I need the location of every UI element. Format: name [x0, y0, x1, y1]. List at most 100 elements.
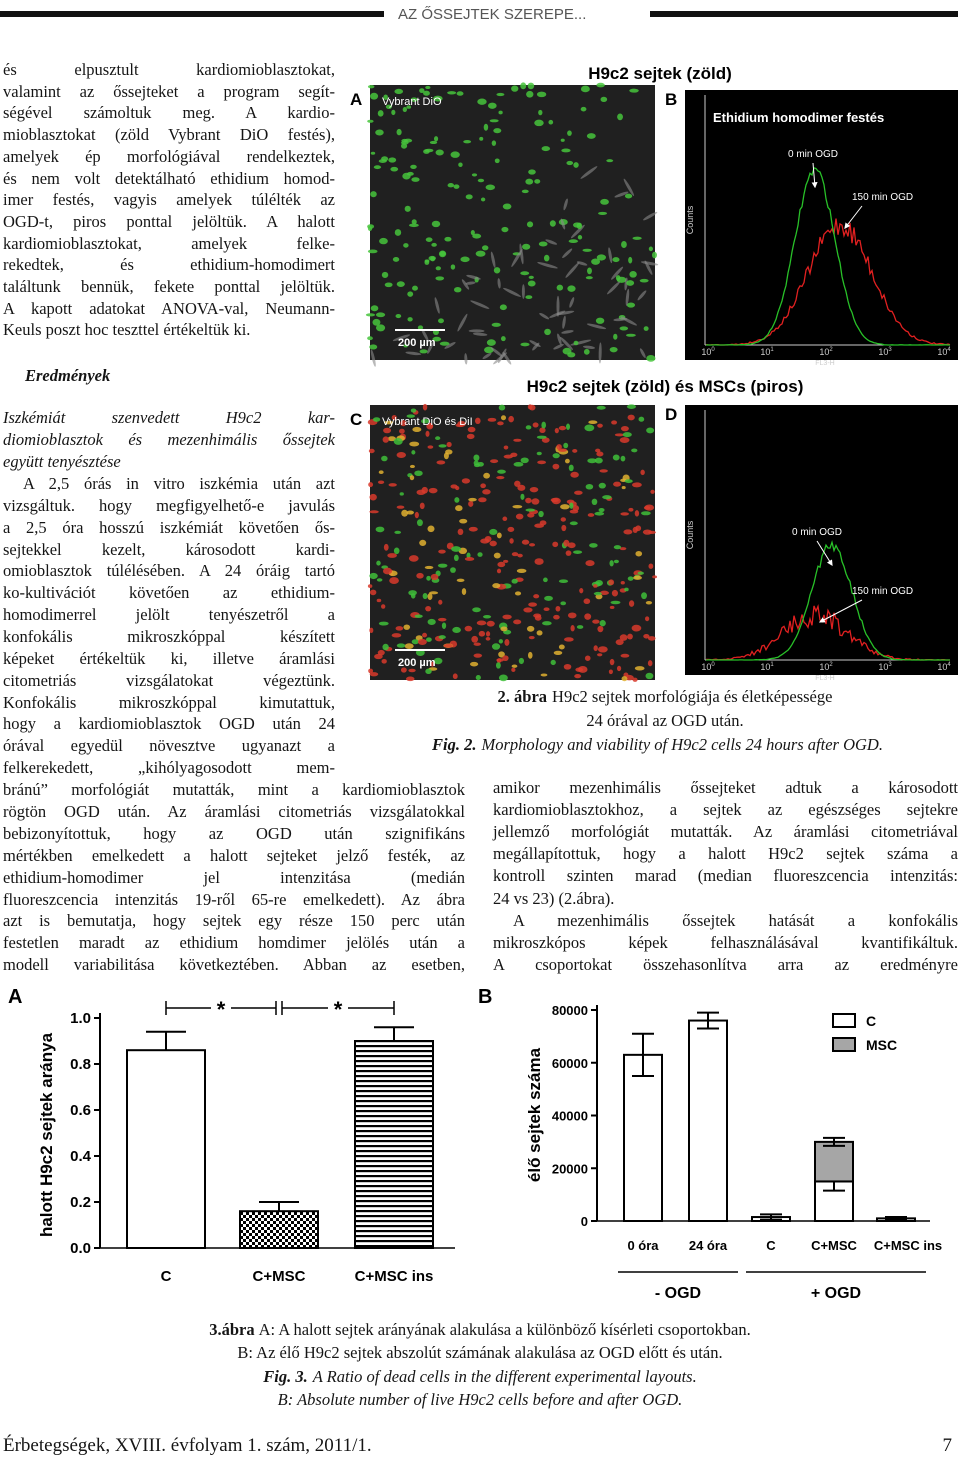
cell — [399, 428, 405, 434]
cell — [376, 560, 381, 566]
cell — [529, 340, 541, 348]
cell — [370, 191, 377, 198]
cell — [651, 251, 657, 259]
cell — [497, 469, 506, 474]
cell — [599, 469, 608, 473]
cell — [613, 481, 622, 487]
text-line: valamint az őssejteket a program segít- — [3, 81, 335, 101]
cell — [422, 592, 428, 600]
cell — [393, 547, 400, 555]
cell — [450, 567, 456, 573]
cell — [565, 550, 572, 556]
cell — [534, 615, 542, 621]
group-label: + OGD — [811, 1285, 861, 1302]
caption-text: A: A halott sejtek arányának alakulása a… — [258, 1320, 751, 1339]
cell — [393, 437, 403, 445]
cell — [556, 284, 564, 291]
cell — [410, 408, 417, 413]
cell — [421, 418, 430, 424]
text-line: A mezenhimális őssejtek hatását a konfok… — [513, 910, 958, 930]
footer-journal: Érbetegségek, XVIII. évfolyam 1. szám, 2… — [3, 1435, 372, 1456]
cell — [498, 404, 506, 411]
cell — [450, 151, 460, 158]
curve-arrow — [818, 599, 863, 623]
cell — [561, 524, 567, 532]
cell — [516, 568, 527, 574]
cell — [652, 575, 658, 579]
text-line: mikroszkópos képek felhasználásával kvan… — [493, 932, 958, 952]
cell — [514, 591, 522, 596]
cell — [485, 636, 491, 641]
cell — [540, 673, 548, 677]
cell — [621, 676, 628, 682]
cell — [575, 667, 584, 672]
tick-exponent: 2 — [829, 662, 833, 668]
x-tick-label: C+MSC — [253, 1268, 306, 1285]
cell — [480, 538, 490, 544]
bar-segment — [623, 1053, 663, 1223]
cell — [513, 619, 522, 625]
header-rule — [0, 11, 384, 17]
cell — [607, 281, 621, 295]
cell — [596, 82, 605, 88]
running-title: AZ ŐSSEJTEK SZEREPE... — [398, 6, 586, 23]
cell — [431, 220, 441, 228]
cell — [511, 578, 518, 584]
cell — [409, 223, 419, 228]
caption-line: B: Absolute number of live H9c2 cells be… — [277, 1390, 683, 1409]
cell — [510, 452, 518, 458]
cell — [582, 248, 592, 252]
cell — [401, 138, 408, 143]
cell — [438, 599, 443, 605]
cell — [455, 485, 460, 491]
cell — [572, 550, 583, 554]
cell — [485, 184, 496, 191]
cell — [406, 510, 414, 515]
bar-segment — [688, 1019, 728, 1222]
y-axis-label: élő sejtek száma — [525, 1047, 544, 1182]
cell — [476, 620, 487, 626]
cell — [643, 211, 658, 221]
text-line: OGD-t, piros ponttal jelöltük. A halott — [3, 211, 335, 231]
cell — [608, 579, 615, 586]
cell — [425, 430, 430, 437]
cell — [560, 218, 566, 230]
cell — [503, 287, 521, 297]
cell — [391, 633, 402, 638]
panel-letter: D — [665, 405, 677, 424]
micrograph — [370, 85, 655, 360]
cell — [504, 639, 510, 646]
x-tick-label: C — [766, 1238, 776, 1253]
cell — [503, 559, 509, 563]
cell — [482, 489, 491, 495]
cell — [483, 472, 490, 479]
text-line: kontroll szinten marad (median fluoreszc… — [493, 866, 958, 886]
text-line: hogy a kardiomioblasztok OGD után 24 — [3, 714, 335, 734]
tick-base: 10 — [878, 347, 888, 357]
cell — [596, 254, 606, 261]
cell — [477, 178, 485, 183]
cell — [554, 427, 559, 434]
text-line: képeket értékeltük ki, illetve áramlási — [3, 648, 335, 668]
cell — [646, 427, 655, 434]
cell — [475, 250, 486, 257]
cell — [644, 260, 653, 275]
cell — [597, 653, 603, 657]
cell — [523, 607, 533, 613]
cell — [641, 592, 647, 600]
cell — [647, 636, 656, 641]
cell — [552, 463, 560, 470]
cell — [511, 552, 519, 557]
cell — [496, 532, 502, 539]
cell — [556, 310, 575, 316]
cell — [567, 542, 576, 549]
cell — [369, 672, 379, 677]
cell — [626, 404, 636, 409]
tick-base: 10 — [701, 347, 711, 357]
cell — [426, 423, 434, 430]
text-line: A kapott adatokat ANOVA-val, Neumann- — [3, 298, 335, 318]
cell — [534, 119, 544, 127]
cell — [539, 427, 546, 434]
cell — [517, 484, 526, 491]
cell — [456, 91, 464, 96]
